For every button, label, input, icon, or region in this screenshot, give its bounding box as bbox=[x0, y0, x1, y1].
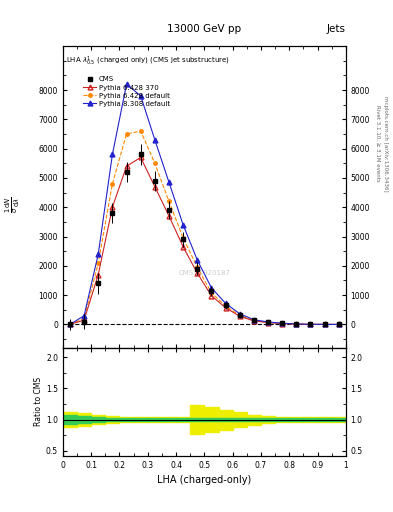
Pythia 6.428 370 bbox=[294, 321, 299, 327]
Pythia 8.308 default bbox=[252, 317, 256, 323]
Pythia 8.308 default bbox=[294, 321, 299, 327]
Pythia 6.428 default bbox=[138, 128, 143, 134]
Y-axis label: Ratio to CMS: Ratio to CMS bbox=[34, 377, 43, 426]
Pythia 6.428 370 bbox=[124, 163, 129, 169]
Pythia 6.428 default bbox=[322, 322, 327, 328]
Pythia 6.428 default bbox=[152, 160, 157, 166]
Line: Pythia 6.428 default: Pythia 6.428 default bbox=[68, 130, 340, 326]
Pythia 6.428 default bbox=[209, 290, 214, 296]
Text: CMS_I1920187: CMS_I1920187 bbox=[178, 269, 230, 276]
Pythia 6.428 370 bbox=[96, 271, 101, 278]
Pythia 6.428 370 bbox=[209, 293, 214, 299]
Pythia 8.308 default bbox=[82, 313, 86, 319]
Pythia 8.308 default bbox=[152, 137, 157, 143]
Pythia 6.428 default bbox=[336, 322, 341, 328]
Pythia 6.428 default bbox=[68, 322, 72, 328]
Pythia 6.428 default bbox=[252, 317, 256, 324]
Pythia 6.428 370 bbox=[322, 322, 327, 328]
Pythia 6.428 default bbox=[181, 235, 185, 241]
Text: LHA $\lambda^{1}_{0.5}$ (charged only) (CMS jet substructure): LHA $\lambda^{1}_{0.5}$ (charged only) (… bbox=[66, 55, 230, 69]
Pythia 6.428 default bbox=[294, 321, 299, 327]
Pythia 6.428 370 bbox=[167, 213, 171, 219]
Pythia 6.428 default bbox=[266, 319, 270, 326]
Pythia 8.308 default bbox=[195, 257, 200, 263]
Line: Pythia 8.308 default: Pythia 8.308 default bbox=[68, 82, 341, 327]
Pythia 8.308 default bbox=[266, 319, 270, 325]
Pythia 6.428 default bbox=[280, 321, 285, 327]
Pythia 8.308 default bbox=[209, 285, 214, 291]
Pythia 6.428 default bbox=[124, 131, 129, 137]
Pythia 6.428 370 bbox=[68, 322, 72, 328]
Pythia 6.428 370 bbox=[152, 184, 157, 190]
Pythia 6.428 370 bbox=[223, 305, 228, 311]
X-axis label: LHA (charged-only): LHA (charged-only) bbox=[157, 475, 252, 485]
Line: Pythia 6.428 370: Pythia 6.428 370 bbox=[68, 155, 341, 327]
Text: Rivet 3.1.10, ≥ 3.1M events: Rivet 3.1.10, ≥ 3.1M events bbox=[375, 105, 380, 182]
Pythia 6.428 370 bbox=[308, 321, 313, 327]
Text: mcplots.cern.ch [arXiv:1306.3436]: mcplots.cern.ch [arXiv:1306.3436] bbox=[383, 96, 388, 191]
Pythia 6.428 default bbox=[82, 315, 86, 322]
Pythia 8.308 default bbox=[322, 322, 327, 328]
Pythia 8.308 default bbox=[96, 251, 101, 257]
Pythia 8.308 default bbox=[124, 81, 129, 87]
Pythia 6.428 default bbox=[110, 181, 115, 187]
Pythia 6.428 370 bbox=[237, 313, 242, 319]
Pythia 8.308 default bbox=[110, 152, 115, 158]
Pythia 6.428 370 bbox=[110, 204, 115, 210]
Pythia 6.428 default bbox=[167, 198, 171, 204]
Pythia 6.428 default bbox=[223, 303, 228, 309]
Text: Jets: Jets bbox=[327, 24, 346, 34]
Pythia 8.308 default bbox=[68, 322, 72, 328]
Text: $\frac{1}{\sigma}\frac{\mathrm{d}N}{\mathrm{d}\lambda}$: $\frac{1}{\sigma}\frac{\mathrm{d}N}{\mat… bbox=[4, 196, 22, 214]
Text: 13000 GeV pp: 13000 GeV pp bbox=[167, 24, 241, 34]
Pythia 8.308 default bbox=[336, 322, 341, 328]
Pythia 6.428 370 bbox=[82, 317, 86, 323]
Pythia 8.308 default bbox=[280, 320, 285, 326]
Pythia 8.308 default bbox=[138, 93, 143, 99]
Pythia 6.428 370 bbox=[252, 318, 256, 324]
Pythia 6.428 370 bbox=[280, 321, 285, 327]
Pythia 6.428 default bbox=[237, 312, 242, 318]
Pythia 6.428 default bbox=[195, 264, 200, 270]
Legend: CMS, Pythia 6.428 370, Pythia 6.428 default, Pythia 8.308 default: CMS, Pythia 6.428 370, Pythia 6.428 defa… bbox=[81, 74, 173, 110]
Pythia 6.428 370 bbox=[138, 154, 143, 160]
Pythia 6.428 370 bbox=[336, 322, 341, 328]
Pythia 6.428 370 bbox=[181, 244, 185, 250]
Pythia 6.428 370 bbox=[266, 319, 270, 326]
Pythia 6.428 370 bbox=[195, 270, 200, 276]
Pythia 8.308 default bbox=[223, 300, 228, 306]
Pythia 8.308 default bbox=[167, 179, 171, 185]
Pythia 6.428 default bbox=[308, 321, 313, 327]
Pythia 6.428 default bbox=[96, 260, 101, 266]
Pythia 8.308 default bbox=[237, 311, 242, 317]
Pythia 8.308 default bbox=[181, 222, 185, 228]
Pythia 8.308 default bbox=[308, 321, 313, 327]
